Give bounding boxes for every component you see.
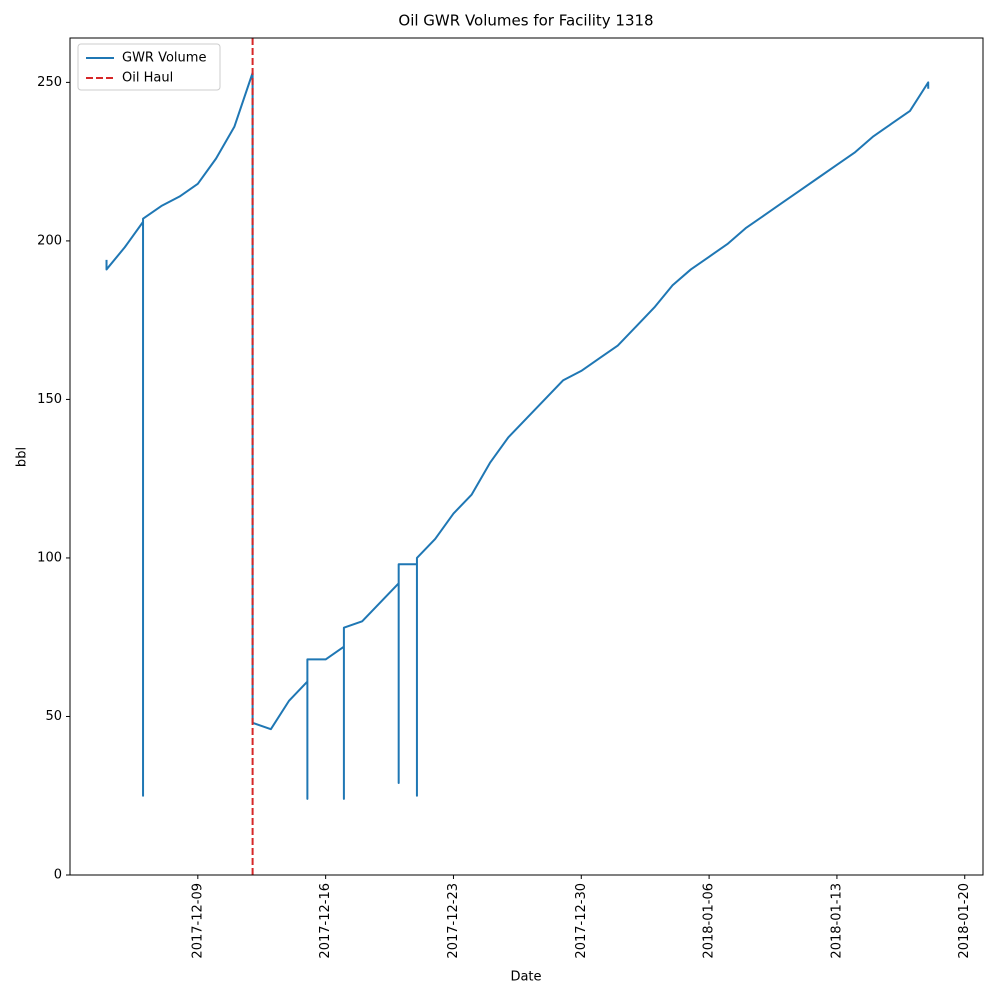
y-tick-label: 0 [54, 868, 62, 883]
x-tick-label: 2018-01-20 [957, 883, 972, 959]
legend-label: GWR Volume [122, 51, 206, 66]
axes-frame [69, 37, 984, 876]
x-tick-label: 2018-01-13 [829, 883, 844, 959]
x-tick-label: 2017-12-09 [190, 883, 205, 959]
y-tick-label: 100 [37, 550, 62, 565]
x-axis-label: Date [510, 970, 541, 985]
legend-box [77, 43, 221, 91]
x-tick-label: 2017-12-30 [574, 883, 589, 959]
y-tick-label: 150 [37, 392, 62, 407]
y-tick-label: 250 [37, 75, 62, 90]
x-tick-label: 2017-12-23 [446, 883, 461, 959]
chart-title: Oil GWR Volumes for Facility 1318 [398, 12, 653, 30]
y-tick-label: 50 [45, 709, 62, 724]
legend: GWR Volume Oil Haul [77, 43, 221, 91]
x-tick-label: 2018-01-06 [702, 883, 717, 959]
x-tick-label: 2017-12-16 [318, 883, 333, 959]
y-axis-label: bbl [15, 447, 30, 467]
y-tick-label: 200 [37, 233, 62, 248]
legend-label: Oil Haul [122, 71, 173, 86]
data-line [105, 71, 930, 800]
